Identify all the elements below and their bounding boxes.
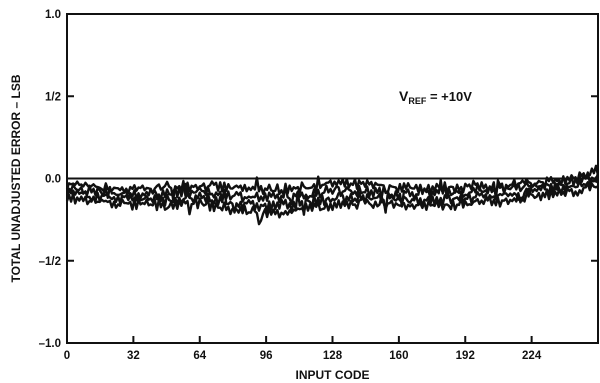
y-tick-label: –1/2 [39, 256, 61, 268]
series-line-2 [65, 171, 599, 208]
x-tick-label: 0 [64, 350, 70, 362]
x-tick-label: 96 [260, 350, 273, 362]
x-tick-labels: 0 32 64 96 128 160 192 224 [64, 350, 542, 362]
x-tick-label: 192 [456, 350, 475, 362]
x-tick-label: 160 [389, 350, 408, 362]
series-line-4 [65, 182, 599, 226]
x-axis-title: INPUT CODE [295, 368, 369, 382]
tick-marks [66, 13, 598, 344]
x-tick-label: 32 [127, 350, 140, 362]
series-line-3 [65, 176, 599, 216]
vref-annotation-rest: = +10V [426, 89, 472, 104]
y-tick-label: 1.0 [45, 9, 61, 21]
vref-annotation-sub: REF [408, 96, 427, 106]
y-tick-label: 1/2 [45, 91, 61, 103]
y-tick-label: 0.0 [45, 174, 61, 186]
series-group [65, 164, 599, 226]
x-tick-label: 64 [193, 350, 206, 362]
x-tick-label: 128 [323, 350, 343, 362]
y-axis-title: TOTAL UNADJUSTED ERROR – LSB [9, 74, 23, 282]
series-line-1 [65, 164, 599, 201]
vref-annotation: VREF = +10V [399, 88, 472, 106]
vref-annotation-main: V [399, 88, 409, 104]
x-tick-label: 224 [522, 350, 542, 362]
y-tick-labels: 1.0 1/2 0.0 –1/2 –1.0 [39, 9, 61, 350]
y-tick-label: –1.0 [39, 338, 61, 350]
